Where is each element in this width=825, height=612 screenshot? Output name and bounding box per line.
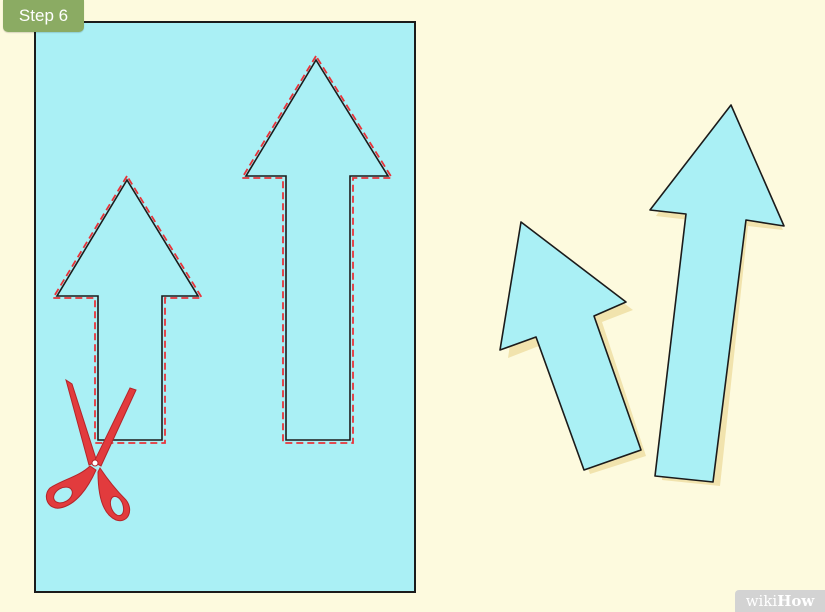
logo-how-text: How <box>777 592 815 610</box>
cut-arrow-right <box>649 104 785 486</box>
small-arrow-outline <box>51 174 204 444</box>
large-arrow-outline <box>240 54 394 444</box>
wikihow-logo: wiki How <box>735 590 825 612</box>
logo-wiki-text: wiki <box>745 592 778 610</box>
cut-arrow-left <box>499 221 646 474</box>
scissors-icon <box>45 378 137 522</box>
step-badge: Step 6 <box>3 0 84 32</box>
paper-sheet <box>34 21 416 593</box>
